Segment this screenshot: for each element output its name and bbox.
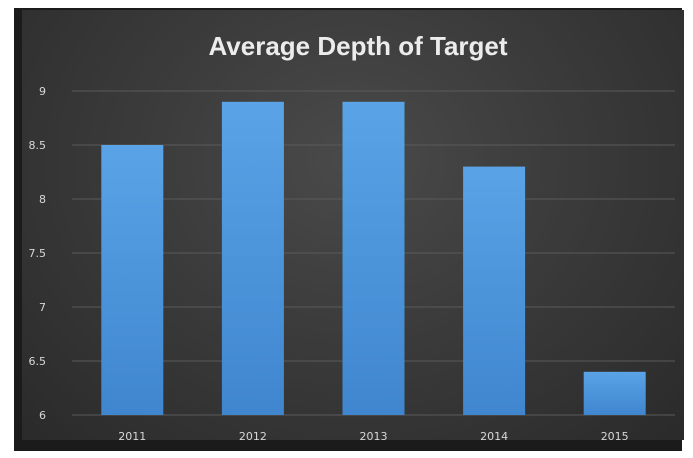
x-tick-label: 2011 — [118, 430, 146, 443]
y-tick-label: 7 — [39, 301, 46, 314]
bar-2012 — [221, 101, 284, 416]
bars — [101, 101, 646, 416]
bar-2014 — [463, 166, 526, 415]
x-tick-label: 2014 — [480, 430, 508, 443]
y-tick-label: 7.5 — [29, 247, 47, 260]
y-tick-label: 8 — [39, 193, 46, 206]
chart-title: Average Depth of Target — [208, 31, 507, 61]
x-tick-label: 2012 — [239, 430, 267, 443]
y-tick-label: 8.5 — [29, 139, 47, 152]
y-tick-label: 6 — [39, 409, 46, 422]
x-tick-label: 2015 — [601, 430, 629, 443]
x-axis-ticks: 2011 2012 2013 2014 2015 — [118, 430, 628, 443]
y-axis-ticks: 6 6.5 7 7.5 8 8.5 9 — [29, 85, 47, 422]
bar-2015 — [583, 371, 646, 415]
y-tick-label: 9 — [39, 85, 46, 98]
x-tick-label: 2013 — [360, 430, 388, 443]
bar-2013 — [342, 101, 405, 416]
bar-2011 — [101, 145, 164, 415]
y-tick-label: 6.5 — [29, 355, 47, 368]
